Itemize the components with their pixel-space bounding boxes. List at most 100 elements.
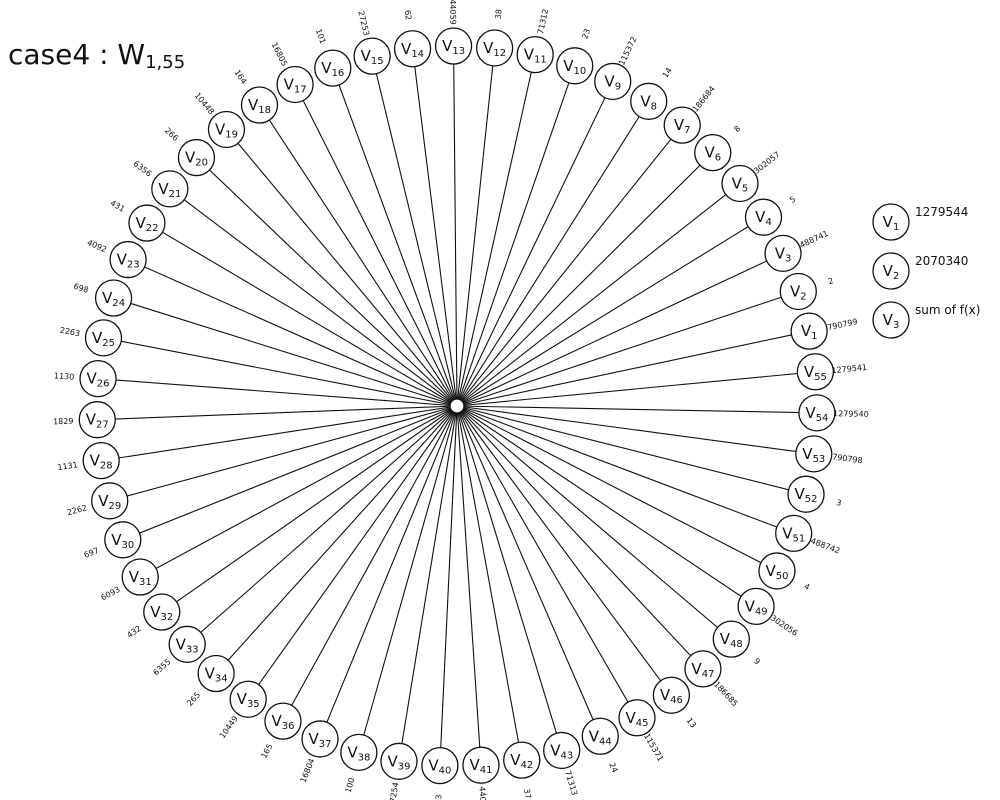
vertex-weight: 186685 <box>712 680 739 708</box>
spoke-v15 <box>371 56 458 407</box>
vertex-label: V52 <box>795 485 818 505</box>
vertex-circle <box>779 272 817 311</box>
vertex-label: V1 <box>801 322 818 342</box>
vertex-label-index: 14 <box>411 49 424 60</box>
vertex-label: V39 <box>387 752 410 772</box>
spoke-v27 <box>97 405 458 421</box>
vertex-circle <box>353 37 391 75</box>
vertex-v11: V11 71312 <box>516 8 554 74</box>
spoke-v23 <box>127 259 458 407</box>
vertex-label-letter: V <box>805 404 816 422</box>
vertex-v3: V3 488741 <box>764 229 830 272</box>
spoke-v16 <box>332 67 458 407</box>
vertex-label-index: 45 <box>636 718 649 729</box>
vertex-weight: 6355 <box>151 657 172 677</box>
vertex-label: V4 <box>755 208 772 228</box>
legend-text: 1279544 <box>915 205 968 219</box>
vertex-weight: 63 <box>434 794 443 800</box>
vertex-v12: V12 38 <box>475 9 514 67</box>
vertex-weight: 10449 <box>218 714 240 740</box>
vertex-v38: V38 100 <box>340 733 378 794</box>
vertex-label: V32 <box>150 603 173 623</box>
vertex-weight: 13 <box>685 716 698 730</box>
vertex-label-letter: V <box>720 630 731 648</box>
vertex-label-index: 43 <box>560 750 573 761</box>
vertex-circle <box>503 741 541 779</box>
vertex-weight: 38 <box>494 9 504 20</box>
spoke-v2 <box>456 290 799 407</box>
vertex-weight: 115371 <box>642 732 665 763</box>
vertex-weight: 2262 <box>66 503 88 517</box>
vertex-label: V51 <box>782 524 805 544</box>
vertex-label-letter: V <box>347 743 358 761</box>
vertex-label-index: 30 <box>122 540 135 551</box>
vertex-label-index: 52 <box>805 494 818 505</box>
vertex-circle <box>143 593 181 631</box>
vertex-label: V24 <box>102 289 125 309</box>
vertex-label-index: 12 <box>493 48 506 59</box>
vertex-v40: V40 63 <box>421 746 459 800</box>
vertex-label-letter: V <box>802 445 813 463</box>
vertex-label: V17 <box>284 75 307 95</box>
legend-circle <box>872 252 910 290</box>
vertex-label: V53 <box>802 445 825 465</box>
vertex-label-index: 40 <box>439 766 452 777</box>
vertex-circle <box>543 731 581 770</box>
vertex-label-index: 4 <box>765 217 771 228</box>
vertex-label-index: 9 <box>615 81 621 92</box>
spoke-v55 <box>456 371 816 407</box>
spoke-v43 <box>456 405 563 751</box>
vertex-circle <box>314 49 352 87</box>
vertex-label-letter: V <box>158 180 169 198</box>
vertex-label-index: 28 <box>100 461 113 472</box>
legend-circle <box>872 301 910 339</box>
spoke-v24 <box>113 297 458 407</box>
spoke-v19 <box>226 129 458 407</box>
spoke-v48 <box>456 405 732 640</box>
vertex-label: V46 <box>660 686 683 706</box>
vertex-label-index: 2 <box>800 291 806 302</box>
legend-text: 2070340 <box>915 254 968 268</box>
spoke-v36 <box>282 405 458 722</box>
vertex-label-letter: V <box>640 92 651 110</box>
vertex-label-index: 8 <box>651 101 657 112</box>
title-subscript: 1,55 <box>145 52 185 73</box>
vertex-weight: 265 <box>185 690 202 707</box>
vertex-circle <box>758 552 796 590</box>
vertex-label-letter: V <box>117 251 128 269</box>
legend-text: sum of f(x) <box>915 303 980 317</box>
vertex-weight: 4092 <box>86 238 108 255</box>
vertex-label-letter: V <box>782 524 793 542</box>
vertex-label-index: 42 <box>521 760 534 771</box>
vertex-label: V19 <box>215 120 238 140</box>
vertex-weight: 488741 <box>798 229 829 250</box>
spoke-v41 <box>456 405 482 766</box>
vertex-weight: 71313 <box>563 770 579 797</box>
vertex-label-index: 37 <box>319 739 332 750</box>
vertex-weight: 44059 <box>448 0 457 25</box>
spoke-v28 <box>101 405 458 462</box>
vertex-label: V36 <box>271 712 294 732</box>
vertex-circle <box>151 170 189 208</box>
vertex-label: V9 <box>604 72 621 92</box>
vertex-label: V10 <box>563 57 586 77</box>
vertex-weight: 5 <box>788 195 797 205</box>
vertex-label: V41 <box>469 756 492 776</box>
spoke-v13 <box>453 46 458 407</box>
vertex-circle <box>744 198 783 236</box>
vertex-v9: V9 115372 <box>594 35 639 101</box>
vertex-label-letter: V <box>271 712 282 730</box>
vertex-label-letter: V <box>660 686 671 704</box>
spoke-v45 <box>456 405 638 719</box>
vertex-label-letter: V <box>604 72 615 90</box>
vertex-circle <box>240 86 279 124</box>
spoke-v33 <box>186 405 458 645</box>
vertex-label-index: 5 <box>742 183 748 194</box>
vertex-label: V12 <box>483 39 506 59</box>
vertex-label-index: 16 <box>332 68 345 79</box>
vertex-label-index: 21 <box>169 189 182 200</box>
vertex-label: V29 <box>98 492 121 512</box>
vertex-v30: V30 697 <box>83 521 142 560</box>
